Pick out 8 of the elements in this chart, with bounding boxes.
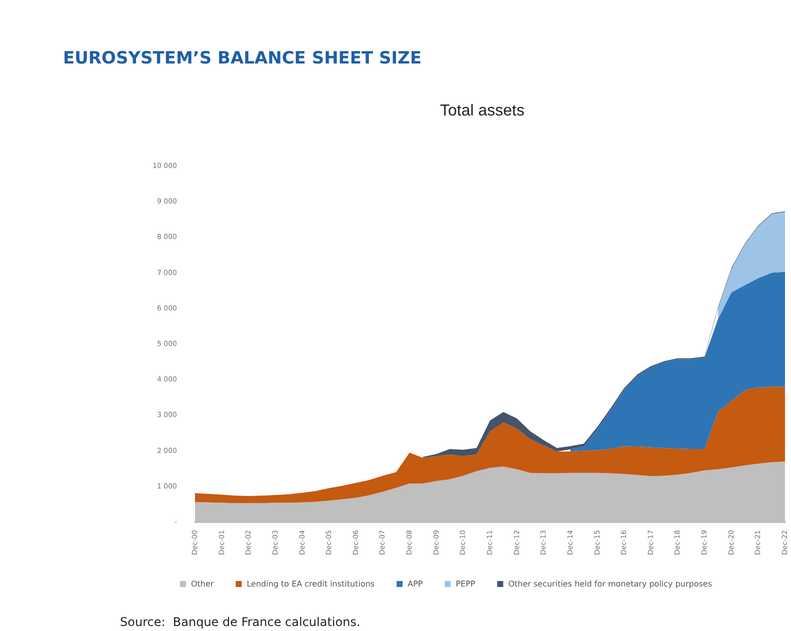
legend-label: Lending to EA credit institutions — [246, 580, 375, 588]
legend-label: APP — [408, 580, 423, 588]
legend-label: PEPP — [456, 580, 476, 588]
legend-label: Other — [191, 580, 214, 588]
legend-label: Other securities held for monetary policy purposes — [508, 580, 712, 588]
source-note: Source: Banque de France calculations. — [120, 615, 360, 629]
chart-subtitle: Total assets — [440, 102, 524, 120]
chart-title: EUROSYSTEM’S BALANCE SHEET SIZE — [63, 48, 422, 68]
